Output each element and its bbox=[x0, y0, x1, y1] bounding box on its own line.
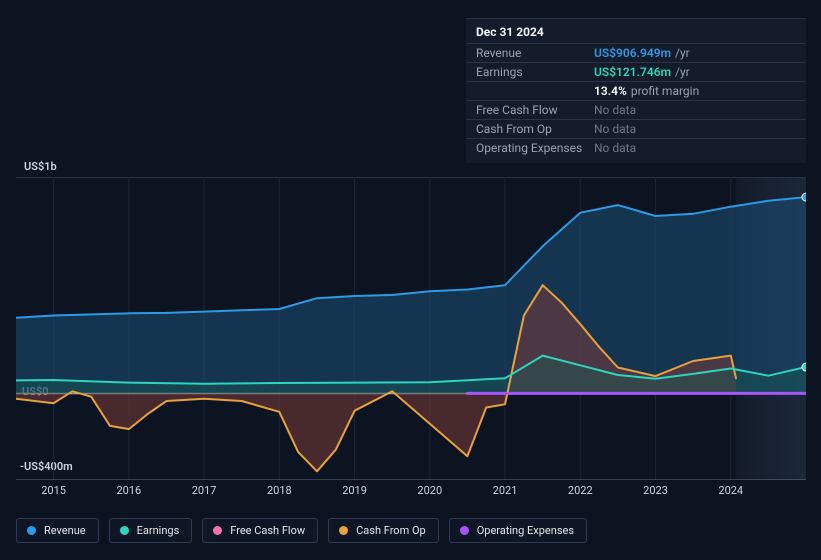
legend-item[interactable]: Operating Expenses bbox=[449, 518, 587, 543]
legend-dot bbox=[460, 526, 469, 535]
tooltip-row: 13.4%profit margin bbox=[466, 81, 806, 100]
tooltip-date: Dec 31 2024 bbox=[466, 19, 806, 43]
legend-label: Revenue bbox=[44, 524, 86, 537]
tooltip-row-value: No data bbox=[594, 103, 636, 117]
legend: Revenue Earnings Free Cash Flow Cash From O… bbox=[16, 518, 587, 543]
tooltip-row-value: US$906.949m/yr bbox=[594, 46, 690, 60]
legend-item[interactable]: Free Cash Flow bbox=[202, 518, 318, 543]
summary-tooltip: Dec 31 2024 RevenueUS$906.949m/yrEarning… bbox=[466, 18, 806, 163]
tooltip-row-value: 13.4%profit margin bbox=[594, 84, 699, 98]
legend-dot bbox=[27, 526, 36, 535]
legend-dot bbox=[120, 526, 129, 535]
tooltip-row-value: US$121.746m/yr bbox=[594, 65, 690, 79]
tooltip-row-value: No data bbox=[594, 141, 636, 155]
chart-svg bbox=[16, 177, 806, 480]
tooltip-row-label: Operating Expenses bbox=[476, 141, 594, 155]
x-tick-label: 2023 bbox=[643, 484, 668, 497]
legend-label: Cash From Op bbox=[356, 524, 426, 537]
legend-item[interactable]: Cash From Op bbox=[328, 518, 439, 543]
tooltip-row-label: Cash From Op bbox=[476, 122, 594, 136]
legend-dot bbox=[339, 526, 348, 535]
x-tick-label: 2021 bbox=[493, 484, 518, 497]
tooltip-row: Free Cash FlowNo data bbox=[466, 100, 806, 119]
tooltip-row: Operating ExpensesNo data bbox=[466, 138, 806, 157]
tooltip-rows: RevenueUS$906.949m/yrEarningsUS$121.746m… bbox=[466, 43, 806, 157]
x-tick-label: 2016 bbox=[116, 484, 141, 497]
legend-dot bbox=[213, 526, 222, 535]
chart-border-bottom bbox=[16, 479, 806, 480]
x-tick-label: 2020 bbox=[417, 484, 442, 497]
tooltip-row-label: Free Cash Flow bbox=[476, 103, 594, 117]
earnings-chart[interactable] bbox=[16, 177, 806, 480]
x-tick-label: 2015 bbox=[41, 484, 66, 497]
legend-item[interactable]: Earnings bbox=[109, 518, 193, 543]
tooltip-row-label bbox=[476, 84, 594, 98]
legend-label: Free Cash Flow bbox=[230, 524, 305, 537]
x-tick-label: 2017 bbox=[192, 484, 217, 497]
x-tick-label: 2018 bbox=[267, 484, 292, 497]
x-tick-label: 2024 bbox=[718, 484, 743, 497]
x-tick-label: 2019 bbox=[342, 484, 367, 497]
tooltip-row-label: Revenue bbox=[476, 46, 594, 60]
x-tick-label: 2022 bbox=[568, 484, 593, 497]
legend-item[interactable]: Revenue bbox=[16, 518, 99, 543]
tooltip-row: RevenueUS$906.949m/yr bbox=[466, 43, 806, 62]
tooltip-row: Cash From OpNo data bbox=[466, 119, 806, 138]
legend-label: Earnings bbox=[137, 524, 180, 537]
tooltip-row-label: Earnings bbox=[476, 65, 594, 79]
x-axis-labels: 2015 2016 2017 2018 2019 2020 2021 2022 2023 2024 bbox=[16, 484, 806, 504]
legend-label: Operating Expenses bbox=[477, 524, 574, 537]
y-label-top: US$1b bbox=[24, 160, 57, 173]
tooltip-row-value: No data bbox=[594, 122, 636, 136]
tooltip-row: EarningsUS$121.746m/yr bbox=[466, 62, 806, 81]
